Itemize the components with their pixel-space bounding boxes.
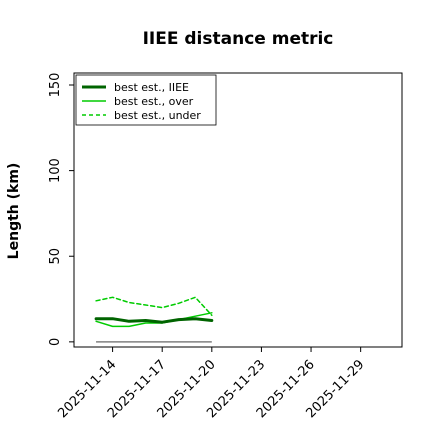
y-axis: 0 50 100 150 [48,73,74,346]
series-layer [94,296,214,328]
legend-frame [75,74,217,126]
series-line-3 [95,296,213,317]
y-tick-label: 50 [48,248,63,265]
legend-label-2: best est., over [114,95,194,108]
chart-title: IIEE distance metric [143,29,334,49]
series-line-2 [95,312,213,328]
y-tick-label: 150 [48,73,63,98]
plot-area-frame [73,72,403,348]
y-tick-label: 100 [48,158,63,183]
y-tick-label: 0 [48,338,63,346]
legend-label-1: best est., IIEE [114,81,189,94]
series-line-1 [94,317,214,324]
legend-label-3: best est., under [114,109,201,122]
y-axis-label: Length (km) [6,163,22,260]
x-axis: 2025-11-142025-11-172025-11-202025-11-23… [55,347,367,421]
